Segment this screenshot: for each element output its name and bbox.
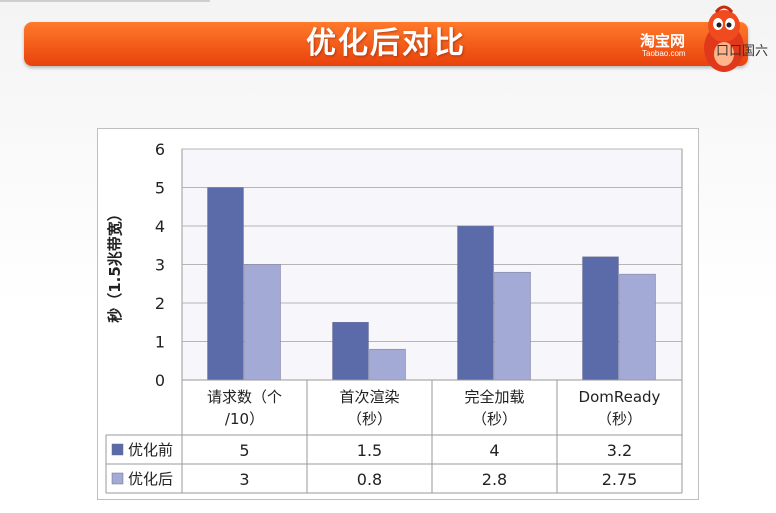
taobao-logo: 淘宝网 xyxy=(640,33,686,50)
bar-before xyxy=(207,187,244,381)
legend-swatch xyxy=(111,443,124,456)
data-value-label: 1.5 xyxy=(357,441,382,460)
category-label: 请求数（个 xyxy=(207,388,282,406)
page-title: 优化后对比 xyxy=(306,26,466,61)
data-value-label: 5 xyxy=(239,441,249,460)
data-value-label: 4 xyxy=(489,441,499,460)
data-value-label: 2.8 xyxy=(482,470,507,489)
data-value-label: 0.8 xyxy=(357,470,382,489)
top-divider xyxy=(0,0,210,2)
taobao-logo-sub: Taobao.com xyxy=(642,49,686,58)
bar-after xyxy=(369,348,406,381)
bar-chart: 0 1 2 3 4 5 6 秒（1.5兆带宽） 请求数（个/10） 首次渲染 （秒） 完全加载 （秒… xyxy=(105,140,683,494)
y-tick-label: 4 xyxy=(155,217,165,236)
chart-frame: 0 1 2 3 4 5 6 秒（1.5兆带宽） 请求数（个/10） 首次渲染 （秒） 完全加载 （秒… xyxy=(97,128,699,500)
y-axis-label: 秒（1.5兆带宽） xyxy=(106,206,124,323)
data-value-label: 3.2 xyxy=(607,441,632,460)
mascot-icon xyxy=(704,5,744,72)
legend-swatch xyxy=(111,472,124,485)
category-label: 完全加载 xyxy=(464,388,524,406)
title-banner: 优化后对比 淘宝网 Taobao.com xyxy=(24,22,748,66)
legend-label: 优化前 xyxy=(128,441,173,459)
bar-after xyxy=(494,271,531,381)
y-tick-label: 0 xyxy=(155,371,165,390)
category-label: 首次渲染 xyxy=(339,388,399,406)
y-tick-label: 3 xyxy=(155,256,165,275)
category-label: （秒） xyxy=(472,410,517,428)
category-label: /10） xyxy=(225,410,264,428)
category-label: （秒） xyxy=(597,410,642,428)
data-value-label: 3 xyxy=(239,470,249,489)
y-tick-label: 5 xyxy=(155,179,165,198)
overlay-caption: 口口国六 xyxy=(716,44,769,59)
y-tick-label: 1 xyxy=(155,333,165,352)
legend-label: 优化后 xyxy=(128,470,173,488)
bar-before xyxy=(457,225,494,381)
data-value-label: 2.75 xyxy=(602,470,638,489)
bar-before xyxy=(332,322,369,381)
category-label: （秒） xyxy=(347,410,392,428)
bar-before xyxy=(582,256,619,381)
bar-after xyxy=(619,273,656,381)
bar-after xyxy=(244,264,281,381)
category-label: DomReady xyxy=(579,388,661,406)
y-tick-label: 2 xyxy=(155,294,165,313)
y-tick-label: 6 xyxy=(155,140,165,159)
